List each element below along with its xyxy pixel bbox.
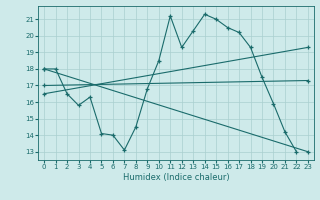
X-axis label: Humidex (Indice chaleur): Humidex (Indice chaleur) xyxy=(123,173,229,182)
